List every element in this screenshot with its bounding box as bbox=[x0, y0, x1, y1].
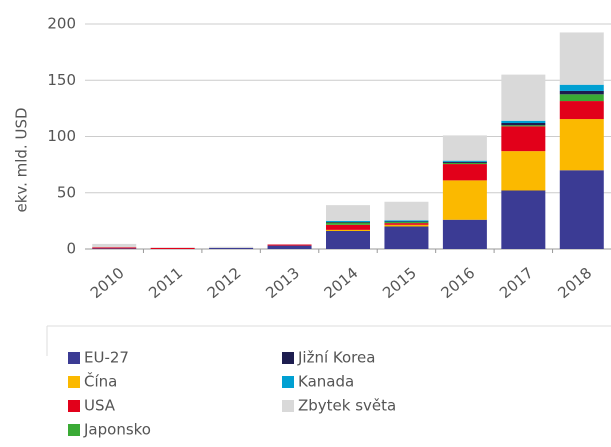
bar-segment bbox=[559, 94, 604, 102]
y-tick-label: 50 bbox=[57, 183, 76, 201]
bar-segment bbox=[442, 161, 487, 163]
legend-label: USA bbox=[84, 397, 116, 415]
bar-segment bbox=[559, 32, 604, 85]
x-tick-label: 2016 bbox=[438, 264, 479, 302]
legend-swatch bbox=[68, 400, 80, 412]
legend-swatch bbox=[282, 400, 294, 412]
y-tick-label: 150 bbox=[47, 71, 76, 89]
bar-segment bbox=[150, 247, 195, 248]
x-tick-label: 2010 bbox=[87, 264, 128, 302]
y-tick-label: 0 bbox=[66, 240, 76, 258]
y-tick-label: 100 bbox=[47, 127, 76, 145]
bar-segment bbox=[209, 247, 254, 249]
bar-segment bbox=[326, 224, 370, 230]
bar-segment bbox=[384, 226, 429, 249]
bar-segment bbox=[384, 223, 429, 225]
bar-segment bbox=[501, 74, 546, 121]
x-tick-label: 2012 bbox=[204, 264, 245, 302]
bar-segment bbox=[92, 243, 137, 248]
bar-segment bbox=[442, 160, 487, 162]
bar-segment bbox=[326, 229, 370, 231]
bar-segment bbox=[326, 222, 370, 225]
bar-segment bbox=[326, 220, 370, 222]
legend-swatch bbox=[68, 376, 80, 388]
legend-swatch bbox=[282, 352, 294, 364]
bar-segment bbox=[150, 247, 195, 249]
legend-swatch bbox=[68, 352, 80, 364]
bar-segment bbox=[559, 90, 604, 95]
bar-segment bbox=[326, 231, 370, 249]
x-tick-label: 2015 bbox=[379, 264, 420, 302]
bar-segment bbox=[384, 224, 429, 227]
bar-segment bbox=[384, 201, 429, 221]
x-tick-label: 2011 bbox=[145, 264, 186, 302]
y-tick-label: 200 bbox=[47, 15, 76, 33]
x-tick-label: 2018 bbox=[554, 264, 595, 302]
bar-segment bbox=[267, 244, 312, 246]
x-tick-label: 2013 bbox=[262, 264, 303, 302]
x-tick-label: 2014 bbox=[321, 264, 362, 302]
legend-label: Jižní Korea bbox=[297, 349, 375, 367]
bar-segment bbox=[267, 245, 312, 249]
bar-segment bbox=[326, 205, 370, 221]
bar-segment bbox=[384, 221, 429, 222]
bar-segment bbox=[209, 246, 254, 248]
bar-segment bbox=[326, 222, 370, 223]
legend-swatch bbox=[68, 424, 80, 436]
bar-segment bbox=[501, 125, 546, 127]
legend-label: Japonsko bbox=[83, 421, 151, 439]
bar-segment bbox=[384, 222, 429, 224]
bar-segment bbox=[442, 219, 487, 249]
x-tick-label: 2017 bbox=[496, 264, 537, 302]
bar-segment bbox=[501, 120, 546, 123]
bar-segment bbox=[384, 220, 429, 222]
bar-segment bbox=[501, 190, 546, 249]
bar-segment bbox=[501, 151, 546, 191]
bar-segment bbox=[442, 162, 487, 165]
legend-label: Zbytek světa bbox=[298, 397, 396, 415]
bar-segment bbox=[559, 101, 604, 120]
bar-segment bbox=[501, 123, 546, 126]
bar-segment bbox=[442, 135, 487, 161]
bar-segment bbox=[559, 119, 604, 171]
bar-segment bbox=[442, 180, 487, 220]
bar-segment bbox=[92, 248, 137, 249]
legend-label: EU-27 bbox=[84, 349, 129, 367]
bar-segment bbox=[442, 164, 487, 181]
bar-segment bbox=[92, 247, 137, 249]
bar-segment bbox=[501, 126, 546, 152]
bar-segment bbox=[559, 170, 604, 249]
legend-label: Kanada bbox=[298, 373, 354, 391]
legend-swatch bbox=[282, 376, 294, 388]
y-axis-label: ekv. mld. USD bbox=[13, 107, 31, 212]
bar-segment bbox=[559, 84, 604, 91]
legend-label: Čína bbox=[84, 372, 117, 391]
